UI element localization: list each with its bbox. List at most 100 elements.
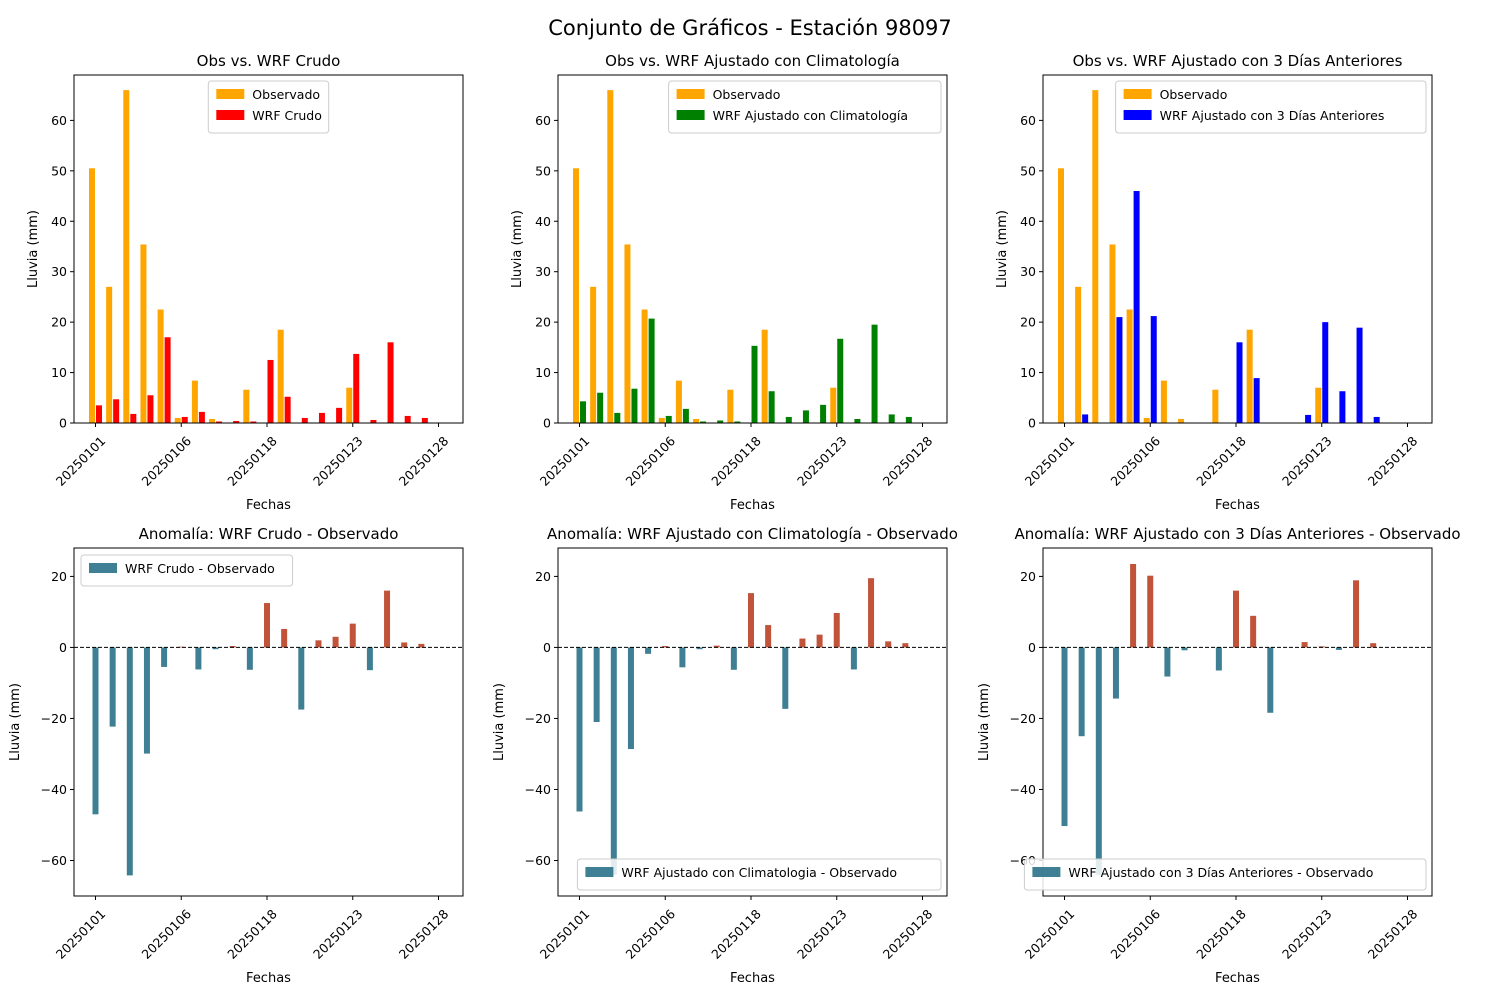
bar-anomaly-20250126: [1353, 580, 1360, 648]
chart-title: Anomalía: WRF Ajustado con Climatología …: [547, 525, 958, 543]
bar-anomaly-20250123: [816, 634, 823, 648]
y-tick-label: 0: [59, 640, 67, 655]
x-tick-label: 20250123: [794, 433, 850, 489]
bar-observed-20250104: [624, 244, 631, 423]
axes-frame: [1042, 547, 1433, 897]
bar-raw-20250118: [250, 421, 257, 423]
x-tick-label: 20250128: [1365, 433, 1421, 489]
bar-clim-20250128: [905, 416, 912, 423]
bar-anomaly-20250128: [418, 643, 425, 648]
x-axis-label: Fechas: [730, 498, 775, 513]
x-axis-label: Fechas: [1215, 498, 1260, 513]
chart-6: Anomalía: WRF Ajustado con 3 Días Anteri…: [977, 525, 1461, 986]
y-tick-label: 20: [1020, 569, 1036, 584]
bar-raw-20250102: [113, 399, 120, 423]
bar-anomaly-20250118: [730, 647, 737, 670]
bar-clim-20250106: [665, 415, 672, 423]
bar-observed-20250106: [174, 417, 181, 423]
x-tick-label: 20250118: [1193, 906, 1249, 962]
bar-anomaly-20250103: [126, 647, 133, 876]
bar-anomaly-20250123: [332, 636, 339, 648]
bar-prev3-20250123: [1305, 414, 1312, 423]
x-axis-label: Fechas: [1215, 971, 1260, 986]
y-tick-label: 50: [1020, 163, 1036, 178]
y-axis-label: Lluvia (mm): [510, 210, 525, 288]
y-tick-label: 20: [535, 569, 551, 584]
y-tick-label: 50: [535, 163, 551, 178]
bar-observed-20250103: [607, 90, 614, 423]
bar-observed-20250104: [1109, 244, 1116, 423]
x-axis-label: Fechas: [730, 971, 775, 986]
y-tick-label: 0: [59, 416, 67, 431]
legend-label: WRF Ajustado con 3 Días Anteriores - Obs…: [1068, 865, 1373, 880]
legend: WRF Ajustado con Climatologia - Observad…: [576, 858, 942, 891]
bar-anomaly-20250105: [161, 647, 168, 667]
y-tick-label: −40: [1010, 782, 1036, 797]
x-tick-label: 20250123: [1279, 433, 1335, 489]
bar-raw-20250123: [336, 407, 343, 423]
axes-frame: [557, 547, 948, 897]
bar-clim-20250102: [597, 392, 604, 423]
bar-anomaly-20250108: [1181, 647, 1188, 651]
bar-observed-20250118: [1212, 389, 1219, 423]
bar-anomaly-20250103: [1095, 647, 1102, 875]
bar-anomaly-20250121: [1267, 647, 1274, 713]
bar-clim-20250104: [631, 388, 638, 423]
y-tick-label: 20: [1020, 315, 1036, 330]
y-axis-label: Lluvia (mm): [26, 210, 41, 288]
axes-frame: [557, 74, 948, 424]
chart-3: Obs vs. WRF Ajustado con 3 Días Anterior…: [995, 52, 1433, 513]
legend: Observado WRF Ajustado con Climatología: [668, 80, 942, 134]
bar-prev3-20250102: [1082, 414, 1089, 423]
bar-anomaly-20250118: [246, 647, 253, 670]
bar-observed-20250124: [346, 387, 353, 423]
bar-prev3-20250125: [1339, 391, 1346, 423]
bar-clim-20250123: [820, 404, 827, 423]
legend-swatch: [216, 110, 245, 120]
bar-anomaly-20250102: [109, 647, 116, 727]
bar-anomaly-20250126: [868, 578, 875, 648]
x-tick-label: 20250118: [224, 906, 280, 962]
bar-anomaly-20250107: [195, 647, 202, 670]
bar-clim-20250118: [734, 421, 741, 423]
x-tick-label: 20250101: [53, 906, 109, 962]
bar-raw-20250107: [198, 411, 205, 423]
chart-4: Anomalía: WRF Crudo - Observado −60 −40 −20…: [8, 525, 464, 986]
bar-anomaly-20250107: [1164, 647, 1171, 677]
bar-prev3-20250106: [1150, 316, 1157, 423]
x-tick-label: 20250101: [537, 906, 593, 962]
bar-anomaly-20250127: [1370, 643, 1377, 648]
y-tick-label: −20: [41, 711, 67, 726]
legend-swatch: [1032, 867, 1061, 877]
chart-title: Anomalía: WRF Crudo - Observado: [139, 525, 399, 543]
bar-anomaly-20250127: [885, 641, 892, 648]
bar-observed-20250120: [1246, 329, 1253, 423]
legend-swatch: [585, 867, 614, 877]
bar-anomaly-20250105: [645, 647, 652, 654]
bar-anomaly-20250108: [212, 647, 219, 650]
legend-box: [1115, 80, 1427, 134]
y-tick-label: 40: [51, 214, 67, 229]
bar-clim-20250121: [785, 416, 792, 423]
axes-frame: [73, 547, 464, 897]
bar-anomaly-20250125: [1335, 647, 1342, 650]
bar-observed-20250102: [590, 286, 597, 423]
bar-anomaly-20250123: [1301, 642, 1308, 648]
chart-5: Anomalía: WRF Ajustado con Climatología …: [492, 525, 958, 986]
bar-raw-20250126: [387, 342, 394, 423]
legend-label: WRF Ajustado con Climatologia - Observad…: [621, 865, 897, 880]
bar-anomaly-20250106: [1147, 575, 1154, 648]
x-tick-label: 20250123: [310, 433, 366, 489]
bar-clim-20250124: [837, 338, 844, 423]
y-tick-label: 0: [543, 640, 551, 655]
bar-observed-20250103: [1092, 90, 1099, 423]
legend: WRF Ajustado con 3 Días Anteriores - Obs…: [1023, 858, 1427, 891]
x-axis-label: Fechas: [246, 971, 291, 986]
x-tick-label: 20250101: [537, 433, 593, 489]
legend-swatch: [676, 89, 705, 99]
bar-raw-20250127: [404, 415, 411, 423]
bar-prev3-20250119: [1236, 342, 1243, 423]
y-tick-label: 60: [51, 113, 67, 128]
bar-anomaly-20250101: [576, 647, 583, 812]
bar-clim-20250103: [614, 412, 621, 423]
